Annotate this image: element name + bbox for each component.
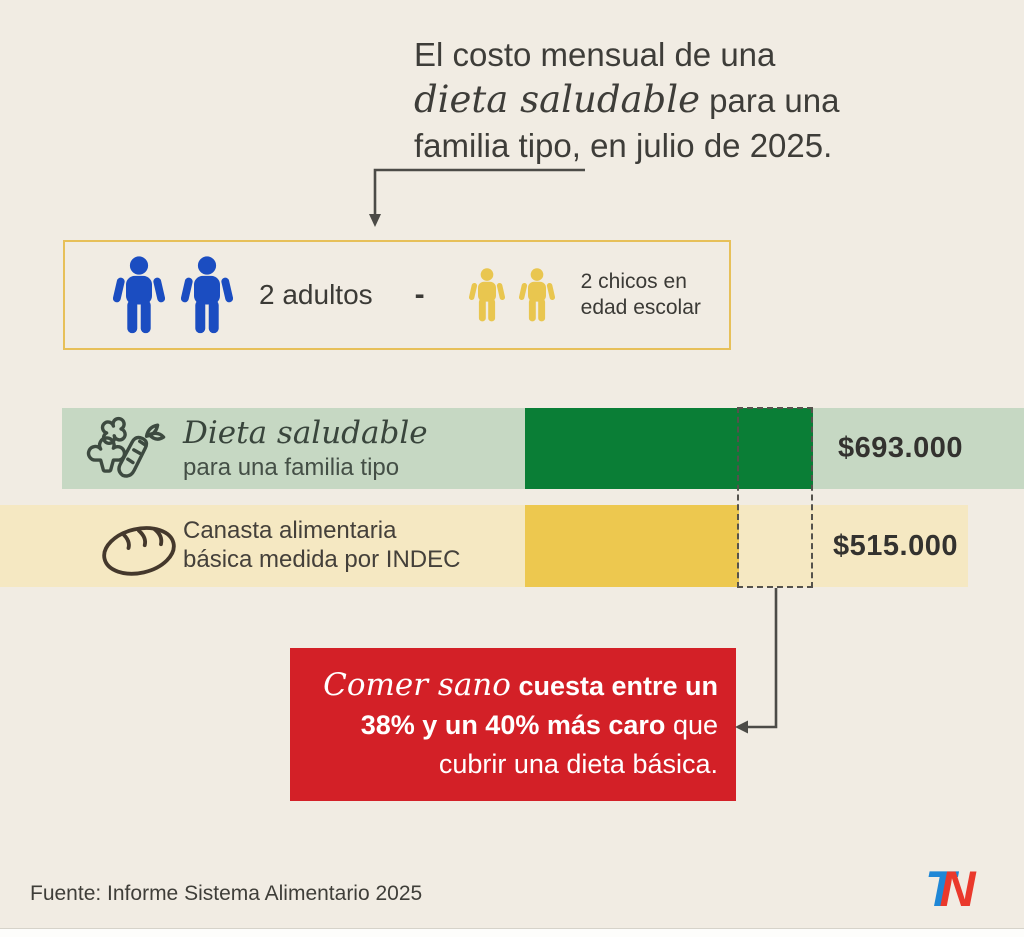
healthy-diet-title: Dieta saludable: [183, 415, 428, 451]
page-title: El costo mensual de una dieta saludable …: [414, 32, 839, 168]
healthy-diet-bar: [525, 408, 813, 489]
family-composition-box: 2 adultos - 2 chicos en edad escolar: [63, 240, 731, 350]
child-person-icon: [518, 268, 555, 322]
callout-line-1: Comer sano cuesta entre un: [323, 666, 718, 703]
title-script-emphasis: dieta saludable: [414, 78, 700, 121]
title-line-1: El costo mensual de una: [414, 36, 776, 73]
basic-basket-title-line2: básica medida por INDEC: [183, 546, 461, 573]
basic-basket-value: $515.000: [833, 529, 958, 562]
adult-person-icon: [181, 256, 233, 334]
title-line-3: familia tipo, en julio de 2025.: [414, 127, 833, 164]
callout-box: Comer sano cuesta entre un 38% y un 40% …: [290, 648, 736, 801]
child-person-icon: [468, 268, 505, 322]
callout-script-intro: Comer sano: [323, 666, 511, 703]
basic-basket-label: Canasta alimentaria básica medida por IN…: [183, 516, 460, 574]
basic-basket-bar: [525, 505, 739, 587]
tn-logo-letter-n: N: [939, 861, 976, 917]
title-to-family-arrow-icon: [369, 168, 585, 227]
children-count-label: 2 chicos en edad escolar: [580, 270, 701, 319]
adult-person-icon: [113, 256, 165, 334]
difference-to-callout-arrow-icon: [735, 588, 778, 734]
healthy-diet-subtitle: para una familia tipo: [183, 454, 400, 481]
basic-basket-title-line1: Canasta alimentaria: [183, 517, 397, 544]
tn-logo-letter-t: T: [925, 861, 956, 917]
healthy-diet-label: Dieta saludable para una familia tipo: [183, 413, 428, 483]
separator-dash: -: [414, 278, 425, 311]
vegetables-icon: [86, 416, 166, 478]
bottom-strip: [0, 929, 1024, 937]
difference-highlight-box: [737, 407, 813, 588]
healthy-diet-value: $693.000: [838, 432, 963, 464]
bread-icon: [102, 526, 176, 576]
title-line-2: dieta saludable para una: [414, 78, 840, 121]
adults-count-label: 2 adultos: [259, 279, 373, 310]
callout-line-3: cubrir una dieta básica.: [438, 748, 718, 779]
callout-line-2: 38% y un 40% más caro que: [360, 709, 718, 740]
source-credit: Fuente: Informe Sistema Alimentario 2025: [30, 882, 423, 905]
tn-logo: TN: [925, 861, 976, 917]
